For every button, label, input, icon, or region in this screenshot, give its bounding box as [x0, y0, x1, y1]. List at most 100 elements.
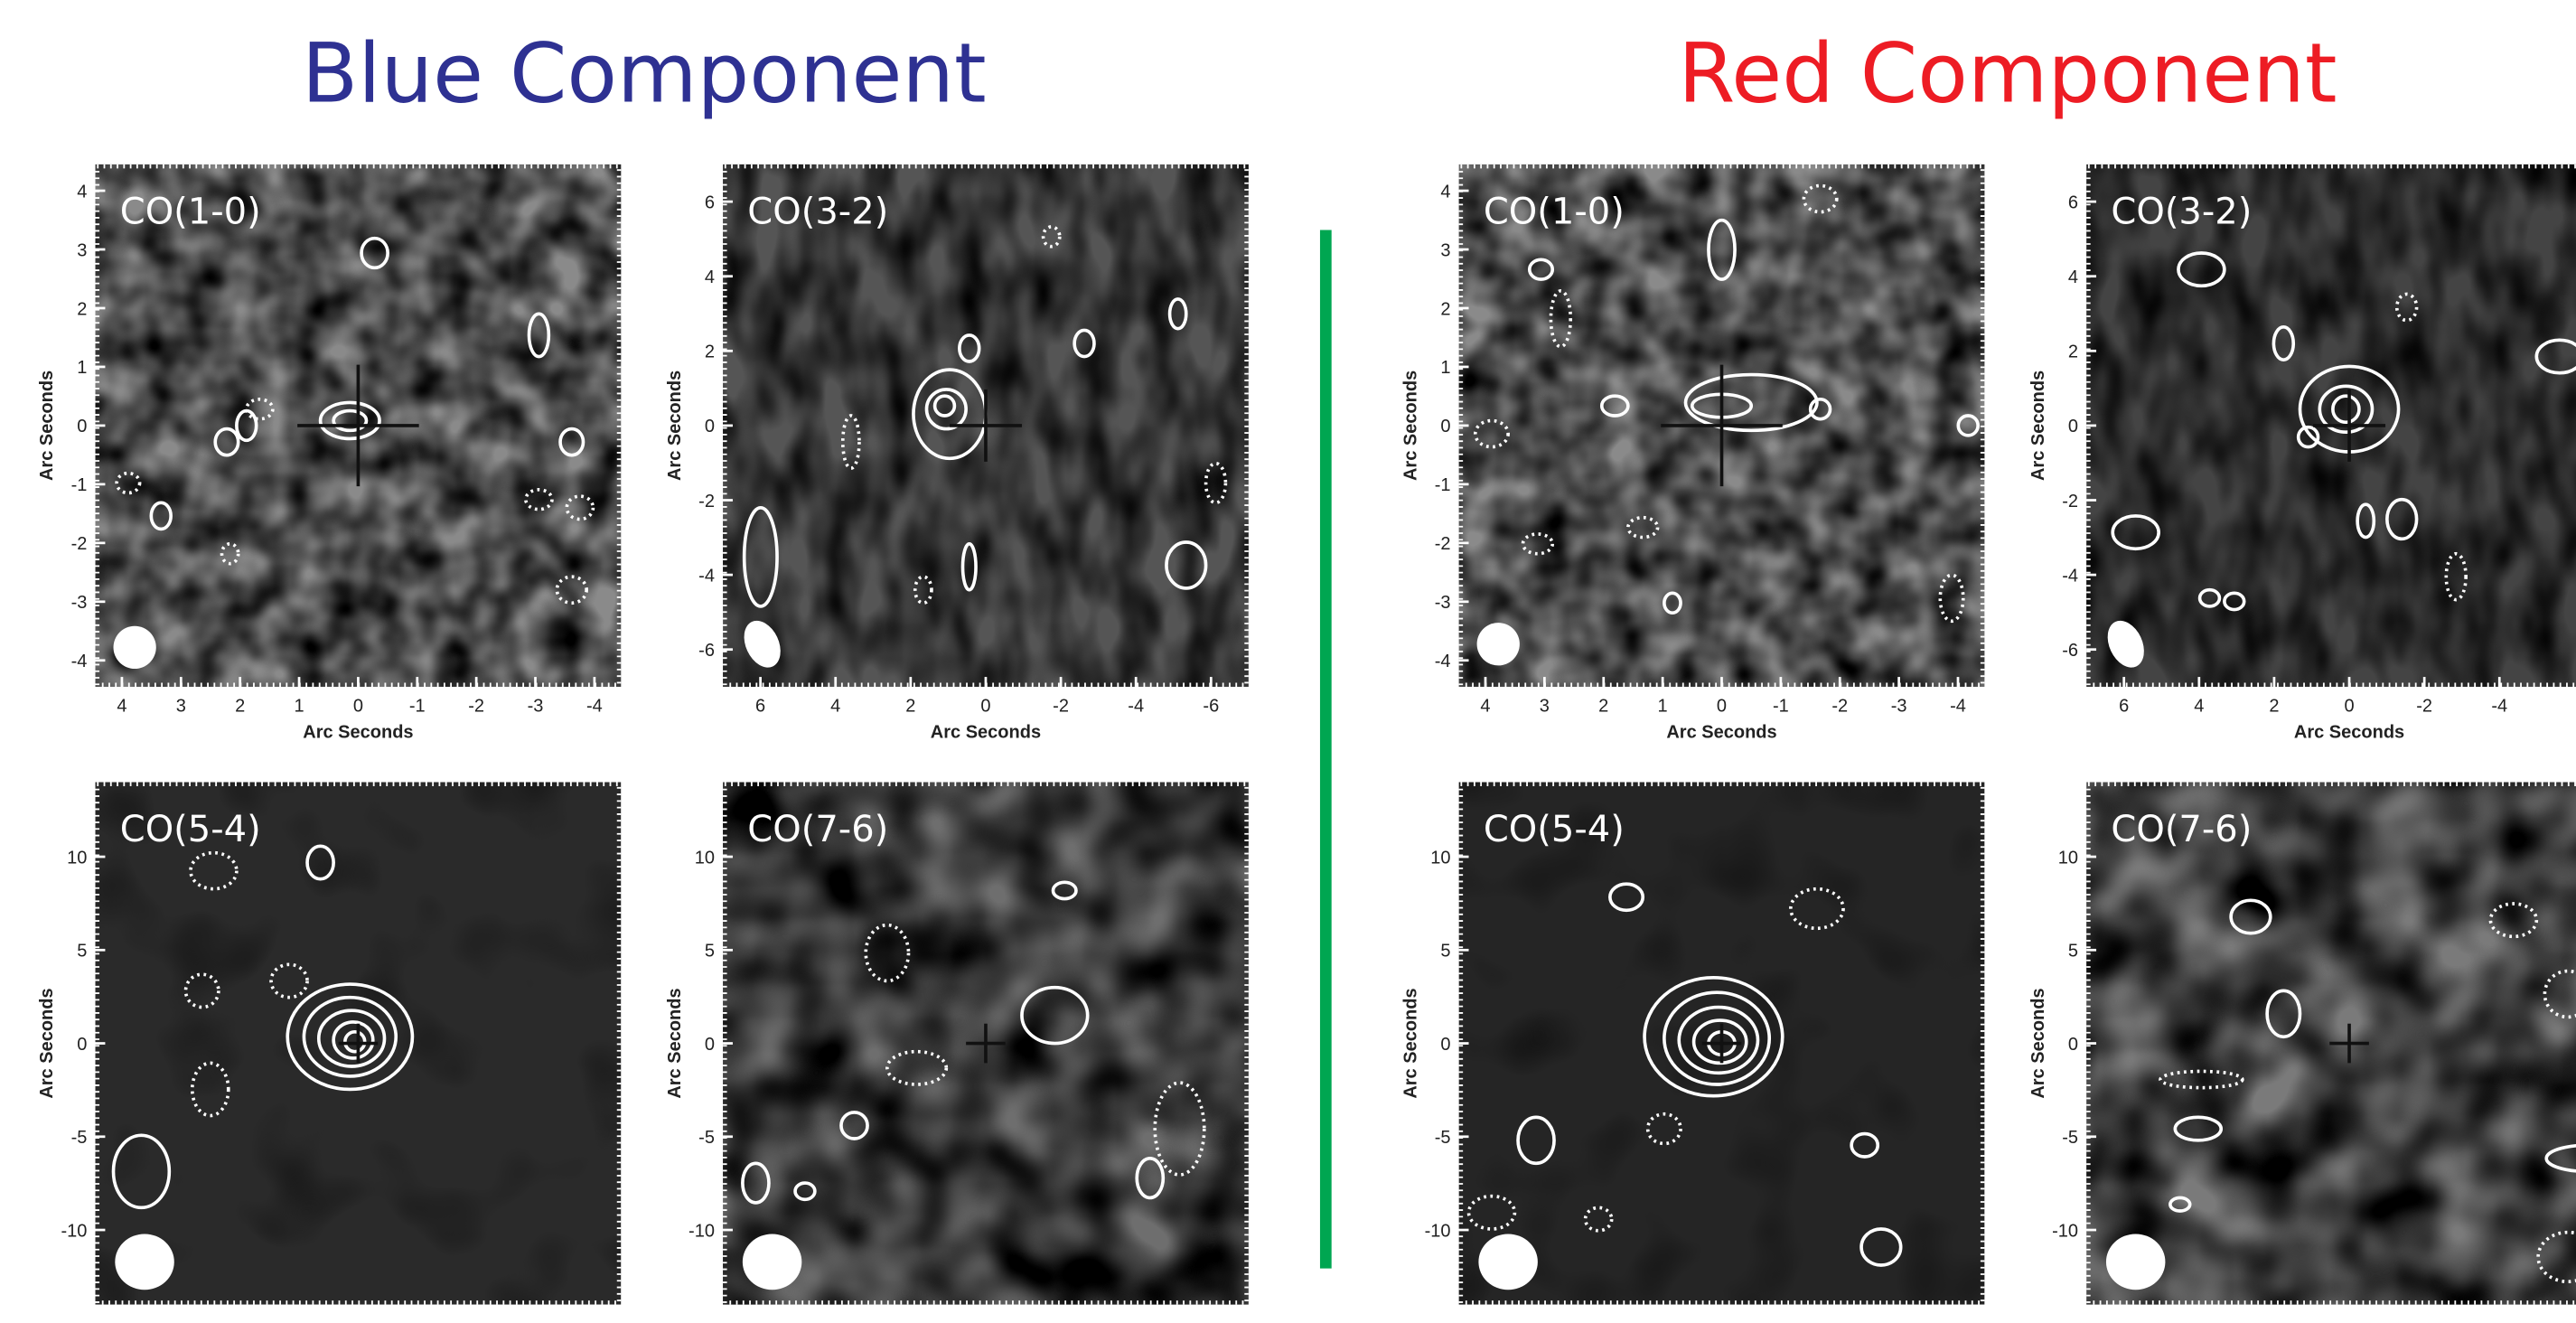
y-tick-label: -6 — [2062, 641, 2078, 661]
y-tick-label: -10 — [61, 1221, 88, 1241]
map-image — [723, 782, 1249, 1304]
panel-label: CO(1-0) — [120, 191, 261, 232]
map-image — [96, 782, 622, 1304]
y-tick-label: -5 — [2062, 1128, 2078, 1148]
y-tick-label: 4 — [1440, 182, 1450, 202]
y-tick-label: 5 — [1440, 942, 1450, 962]
y-tick-label: 0 — [77, 417, 87, 436]
y-tick-label: -4 — [1435, 652, 1451, 671]
y-tick-label: 1 — [1440, 358, 1450, 378]
y-tick-label: 5 — [705, 942, 715, 962]
y-tick-label: 6 — [705, 192, 715, 212]
map-panel: CO(5-4) 10 5 0 -5 -10 Arc Seconds — [1400, 782, 1984, 1304]
x-tick-label: 2 — [235, 696, 245, 716]
y-tick-label: 6 — [2068, 192, 2078, 212]
map-image — [723, 164, 1249, 687]
y-axis-title: Arc Seconds — [665, 988, 685, 1098]
x-tick-label: 0 — [980, 696, 990, 716]
y-tick-label: 5 — [77, 942, 87, 962]
figure: Blue Component Red Component CO(1-0) 4 3 2 1… — [0, 0, 2576, 1323]
x-tick-label: -4 — [2491, 696, 2507, 716]
y-tick-label: 2 — [77, 299, 87, 319]
y-axis-title: Arc Seconds — [1400, 371, 1420, 481]
map-image — [1459, 164, 1985, 687]
y-tick-label: 2 — [2068, 342, 2078, 362]
y-tick-label: 0 — [1440, 417, 1450, 436]
x-tick-label: -4 — [1128, 696, 1144, 716]
y-tick-label: 2 — [705, 342, 715, 362]
map-image — [2086, 164, 2576, 687]
x-tick-label: -1 — [409, 696, 426, 716]
beam — [1477, 623, 1520, 665]
y-tick-label: -2 — [698, 492, 715, 511]
panel-label: CO(7-6) — [747, 809, 888, 850]
panel-label: CO(5-4) — [1484, 809, 1625, 850]
x-tick-label: -2 — [2416, 696, 2432, 716]
y-tick-label: -4 — [71, 652, 88, 671]
page: Blue Component Red Component CO(1-0) 4 3 2 1… — [0, 0, 2576, 1323]
x-tick-label: 3 — [176, 696, 186, 716]
panel-label: CO(3-2) — [2111, 191, 2252, 232]
y-axis-title: Arc Seconds — [37, 988, 57, 1098]
x-tick-label: -3 — [1891, 696, 1907, 716]
x-tick-label: 4 — [117, 696, 126, 716]
x-tick-label: 3 — [1540, 696, 1550, 716]
beam — [2106, 1234, 2165, 1290]
map-panel: CO(5-4)1050-5-10Arc Seconds — [37, 782, 621, 1304]
y-tick-label: -5 — [698, 1128, 715, 1148]
map-image — [2086, 782, 2576, 1304]
y-tick-label: 0 — [705, 417, 715, 436]
x-tick-label: -6 — [1203, 696, 1219, 716]
y-tick-label: 0 — [77, 1035, 87, 1055]
panel-label: CO(5-4) — [120, 809, 261, 850]
y-tick-label: -2 — [1435, 534, 1451, 554]
y-tick-label: -1 — [1435, 475, 1451, 495]
x-tick-label: 0 — [1717, 696, 1727, 716]
y-tick-label: 0 — [1440, 1035, 1450, 1055]
x-tick-label: 6 — [2119, 696, 2129, 716]
y-tick-label: 2 — [1440, 299, 1450, 319]
x-tick-label: 2 — [1598, 696, 1608, 716]
y-tick-label: 0 — [2068, 1035, 2078, 1055]
panel-label: CO(7-6) — [2111, 809, 2252, 850]
y-tick-label: -2 — [2062, 492, 2078, 511]
y-axis-title: Arc Seconds — [2028, 371, 2048, 481]
y-tick-label: 0 — [2068, 417, 2078, 436]
y-tick-label: -5 — [1435, 1128, 1451, 1148]
x-tick-label: -4 — [586, 696, 603, 716]
beam — [114, 626, 156, 669]
x-axis-title: Arc Seconds — [1666, 722, 1776, 742]
x-tick-label: 0 — [353, 696, 363, 716]
x-tick-label: 2 — [905, 696, 915, 716]
map-panel: CO(7-6)1050-5-10Arc Seconds — [2028, 782, 2576, 1304]
blue-title: Blue Component — [302, 27, 987, 122]
x-tick-label: 4 — [1480, 696, 1490, 716]
panel-label: CO(1-0) — [1484, 191, 1625, 232]
y-tick-label: 4 — [2068, 267, 2078, 287]
map-panel: CO(7-6)1050-5-10Arc Seconds — [665, 782, 1249, 1304]
x-axis-title: Arc Seconds — [2294, 722, 2404, 742]
x-tick-label: 4 — [2194, 696, 2204, 716]
y-tick-label: 1 — [77, 358, 87, 378]
y-tick-label: 5 — [2068, 942, 2078, 962]
y-tick-label: -3 — [71, 593, 88, 613]
y-axis-title: Arc Seconds — [2028, 988, 2048, 1098]
y-tick-label: 4 — [77, 182, 87, 202]
x-axis-title: Arc Seconds — [931, 722, 1041, 742]
x-tick-label: -1 — [1773, 696, 1789, 716]
y-tick-label: 3 — [77, 240, 87, 260]
map-panel: CO(3-2)6420-2-4-6Arc Seconds6420-2-4-6Ar… — [665, 164, 1249, 743]
y-tick-label: 0 — [705, 1035, 715, 1055]
red-title: Red Component — [1678, 27, 2337, 122]
y-tick-label: 10 — [1430, 848, 1450, 868]
y-tick-label: -10 — [688, 1221, 715, 1241]
x-axis-title: Arc Seconds — [303, 722, 413, 742]
x-tick-label: -2 — [468, 696, 484, 716]
y-tick-label: -2 — [71, 534, 88, 554]
y-axis-title: Arc Seconds — [1400, 988, 1420, 1098]
y-tick-label: 10 — [67, 848, 87, 868]
y-tick-label: -10 — [1425, 1221, 1451, 1241]
y-tick-label: -3 — [1435, 593, 1451, 613]
